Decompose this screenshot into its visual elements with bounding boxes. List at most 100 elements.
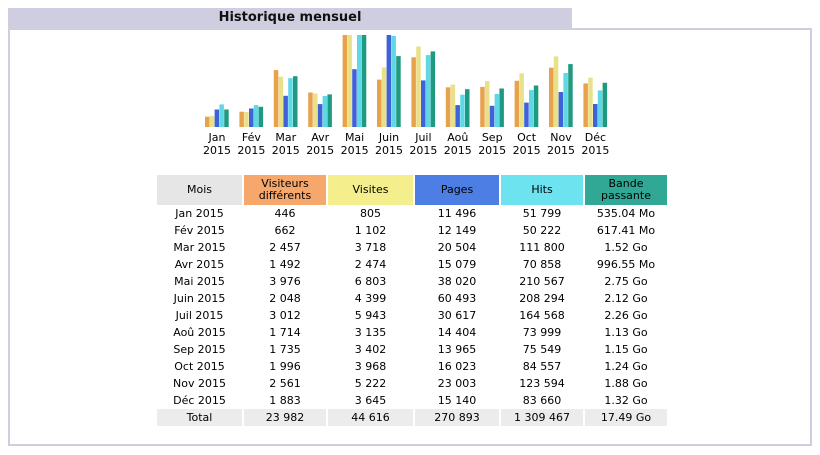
bar-hits — [322, 96, 328, 127]
header-hits: Hits — [501, 175, 583, 205]
cell-pages: 16 023 — [437, 360, 477, 373]
bar-visits — [244, 112, 249, 127]
cell-visitors: 1 735 — [269, 343, 301, 356]
bar-visits — [347, 35, 352, 127]
month-year: 2015 — [409, 144, 438, 157]
bar-visitors — [480, 86, 485, 127]
bar-pages — [489, 105, 495, 127]
cell-pages: 13 965 — [437, 343, 477, 356]
cell-bandwidth: 1.88 Go — [604, 377, 648, 390]
bar-visits — [313, 93, 318, 127]
bar-visitors — [411, 57, 416, 127]
cell-bandwidth: 617.41 Mo — [596, 224, 656, 237]
cell-bandwidth: 2.12 Go — [604, 292, 648, 305]
month-year: 2015 — [547, 144, 575, 157]
bar-hits — [563, 73, 568, 127]
month-tick-label: Oct 2015 — [507, 131, 547, 157]
cell-hits: 83 660 — [522, 394, 562, 407]
cell-visits: 44 616 — [328, 409, 413, 426]
bar-visits — [519, 73, 524, 127]
cell-visits: 3 135 — [354, 326, 387, 339]
table-row: Juin 2015 2 048 4 399 60 493 208 294 2.12 Go — [157, 290, 667, 307]
cell-hits: 75 549 — [522, 343, 562, 356]
bar-hits — [253, 105, 259, 127]
cell-hits: 111 800 — [519, 241, 565, 254]
cell-pages: 15 079 — [437, 258, 477, 271]
cell-visits: 805 — [360, 207, 381, 220]
cell-visitors: 3 012 — [269, 309, 301, 322]
month-year: 2015 — [512, 144, 541, 157]
table-row: Oct 2015 1 996 3 968 16 023 84 557 1.24 Go — [157, 358, 667, 375]
cell-mois: Sep 2015 — [173, 343, 226, 356]
month-tick-label: Nov 2015 — [541, 131, 581, 157]
bar-bandwidth — [224, 109, 229, 127]
cell-mois: Avr 2015 — [174, 258, 225, 271]
cell-visits: 4 399 — [354, 292, 387, 305]
month-year: 2015 — [478, 144, 507, 157]
bar-hits — [425, 55, 431, 127]
bar-visits — [485, 81, 490, 127]
header-bandwidth: Bande passante — [585, 175, 667, 205]
bar-pages — [249, 108, 254, 127]
bar-pages — [593, 104, 598, 127]
section-frame — [8, 28, 812, 446]
bar-visitors — [549, 67, 554, 127]
cell-visits: 6 803 — [354, 275, 387, 288]
cell-bandwidth: 2.75 Go — [604, 275, 648, 288]
cell-hits: 208 294 — [519, 292, 565, 305]
bar-visits — [450, 84, 456, 127]
month-tick-label: Jan 2015 — [197, 131, 237, 157]
header-pages: Pages — [415, 175, 499, 205]
cell-visits: 3 645 — [354, 394, 387, 407]
bar-visitors — [445, 87, 451, 127]
month-year: 2015 — [340, 144, 369, 157]
cell-visits: 2 474 — [354, 258, 387, 271]
cell-visits: 3 402 — [354, 343, 387, 356]
bar-visits — [209, 116, 215, 127]
bar-hits — [219, 104, 224, 127]
bar-bandwidth — [327, 94, 332, 127]
month-name: Aoû — [447, 131, 469, 144]
month-tick-label: Sep 2015 — [472, 131, 512, 157]
table-total-row: Total 23 982 44 616 270 893 1 309 467 17.49 G… — [157, 409, 667, 426]
cell-pages: 14 404 — [437, 326, 477, 339]
bar-bandwidth — [533, 85, 539, 127]
cell-visitors: 446 — [274, 207, 296, 220]
table-row: Jan 2015 446 805 11 496 51 799 535.04 Mo — [157, 205, 667, 222]
month-tick-label: Fév 2015 — [231, 131, 271, 157]
bar-pages — [558, 92, 564, 127]
month-tick-label: Déc 2015 — [575, 131, 615, 157]
bar-visits — [381, 67, 387, 127]
bar-visitors — [583, 83, 588, 127]
month-name: Sep — [481, 131, 503, 144]
cell-hits: 123 594 — [519, 377, 565, 390]
cell-hits: 73 999 — [522, 326, 562, 339]
cell-hits: 164 568 — [519, 309, 565, 322]
bar-bandwidth — [293, 76, 298, 127]
month-tick-label: Juin 2015 — [369, 131, 409, 157]
month-year: 2015 — [306, 144, 335, 157]
cell-hits: 70 858 — [522, 258, 562, 271]
cell-mois: Juil 2015 — [175, 309, 224, 322]
month-name: Oct — [517, 131, 537, 144]
cell-bandwidth: 1.24 Go — [604, 360, 648, 373]
cell-visitors: 1 714 — [269, 326, 301, 339]
cell-visits: 3 718 — [354, 241, 387, 254]
bar-bandwidth — [465, 89, 470, 127]
cell-pages: 20 504 — [437, 241, 477, 254]
month-tick-label: Avr 2015 — [300, 131, 340, 157]
cell-hits: 1 309 467 — [501, 409, 583, 426]
table-row: Avr 2015 1 492 2 474 15 079 70 858 996.55 Mo — [157, 256, 667, 273]
section-title: Historique mensuel — [8, 8, 572, 28]
cell-pages: 60 493 — [437, 292, 477, 305]
bar-bandwidth — [568, 64, 573, 127]
cell-pages: 23 003 — [437, 377, 477, 390]
bar-bandwidth — [602, 82, 608, 127]
bar-visitors — [342, 35, 348, 127]
cell-bandwidth: 1.32 Go — [604, 394, 648, 407]
header-visitors: Visiteurs différents — [244, 175, 326, 205]
cell-bandwidth: 996.55 Mo — [596, 258, 656, 271]
cell-bandwidth: 2.26 Go — [604, 309, 648, 322]
cell-mois: Aoû 2015 — [173, 326, 226, 339]
month-year: 2015 — [375, 144, 403, 157]
